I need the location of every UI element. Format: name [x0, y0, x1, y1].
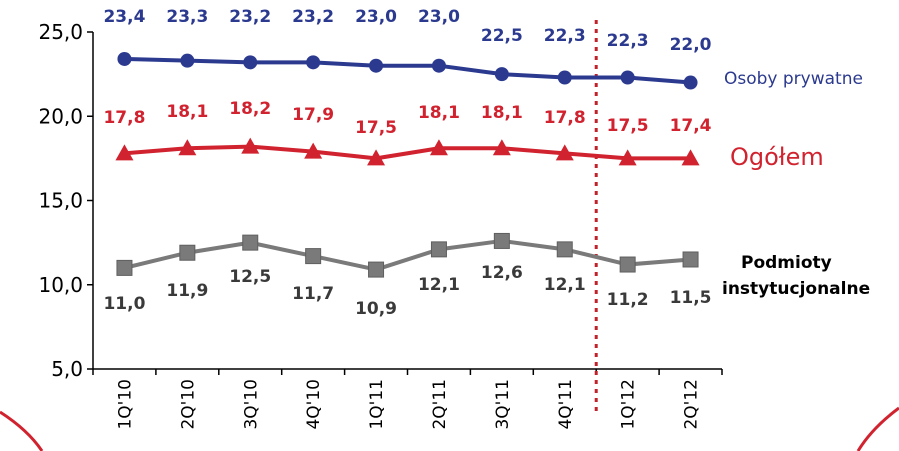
data-label: 22,5 [481, 26, 523, 46]
series-label-podmioty-instytucjonalne: instytucjonalne [722, 279, 870, 299]
x-tick-label: 2Q'12 [682, 379, 702, 430]
x-tick-label: 2Q'10 [178, 379, 198, 430]
data-point [618, 149, 637, 166]
data-point [620, 70, 635, 85]
data-label: 18,1 [166, 102, 208, 122]
data-label: 17,5 [607, 116, 649, 136]
data-point [681, 149, 700, 166]
y-tick-label: 15,0 [38, 189, 83, 213]
x-tick-label: 4Q'10 [304, 379, 324, 430]
data-label: 23,2 [292, 7, 334, 27]
series-line [123, 238, 691, 272]
data-point [557, 70, 572, 85]
y-tick-label: 10,0 [38, 273, 83, 297]
data-point [179, 244, 196, 261]
data-label: 11,2 [607, 290, 649, 310]
data-point [431, 58, 446, 73]
series-label-ogolem: Ogółem [730, 143, 824, 171]
data-point [116, 259, 133, 276]
data-point [367, 149, 386, 166]
data-label: 10,9 [355, 299, 397, 319]
data-point [369, 58, 384, 73]
data-point [556, 241, 573, 258]
data-label: 17,4 [670, 116, 712, 136]
y-tick-label: 5,0 [51, 357, 83, 381]
data-label: 22,3 [544, 26, 586, 46]
x-tick-label: 1Q'10 [115, 379, 135, 430]
data-label: 17,5 [355, 118, 397, 138]
data-point [492, 139, 511, 156]
x-tick-label: 3Q'10 [241, 379, 261, 430]
data-point [305, 248, 322, 265]
data-label: 23,3 [166, 7, 208, 27]
data-point [493, 232, 510, 249]
data-label: 11,7 [292, 284, 334, 304]
data-point [682, 251, 699, 268]
data-label: 22,3 [607, 31, 649, 51]
data-point [430, 241, 447, 258]
data-label: 12,5 [229, 267, 271, 287]
data-point [683, 75, 698, 90]
x-tick-label: 2Q'11 [430, 379, 450, 430]
data-point [494, 67, 509, 82]
data-point [242, 234, 259, 251]
data-label: 12,1 [544, 275, 586, 295]
y-tick-label: 20,0 [38, 104, 83, 128]
data-label: 17,8 [544, 108, 586, 128]
data-label: 18,2 [229, 99, 271, 119]
data-label: 12,1 [418, 275, 460, 295]
data-label: 11,9 [166, 281, 208, 301]
data-point [178, 139, 197, 156]
data-label: 11,0 [103, 294, 145, 314]
data-label: 12,6 [481, 263, 523, 283]
x-tick-label: 1Q'11 [367, 379, 387, 430]
series-layer [115, 51, 700, 278]
data-point [243, 55, 258, 70]
data-label: 23,0 [418, 7, 460, 27]
y-tick-label: 25,0 [38, 20, 83, 44]
data-label: 18,1 [481, 103, 523, 123]
data-label: 18,1 [418, 103, 460, 123]
data-point [619, 256, 636, 273]
data-point [368, 261, 385, 278]
data-point [429, 139, 448, 156]
x-tick-label: 4Q'11 [556, 379, 576, 430]
data-label: 23,2 [229, 7, 271, 27]
series-line [124, 144, 691, 161]
x-tick-label: 3Q'11 [493, 379, 513, 430]
data-point [304, 142, 323, 159]
data-point [180, 53, 195, 68]
series-legend: Osoby prywatne Ogółem Podmioty instytucjona… [722, 69, 870, 299]
data-label: 11,5 [670, 288, 712, 308]
decorative-arc-right [856, 406, 899, 451]
data-point [241, 137, 260, 154]
series-label-podmioty-instytucjonalne: Podmioty [741, 253, 832, 273]
data-label: 23,0 [355, 7, 397, 27]
data-label: 17,8 [103, 108, 145, 128]
data-label: 22,0 [670, 35, 712, 55]
data-point [115, 144, 134, 161]
data-labels: 23,4 23,3 23,2 23,2 23,0 23,0 22,5 22,3 22,3 22,0… [103, 7, 711, 319]
series-line [124, 56, 691, 85]
data-point [117, 51, 132, 66]
data-label: 23,4 [103, 7, 145, 27]
decorative-arc-left [0, 410, 44, 451]
axes: 5,0 10,0 15,0 20,0 25,0 1Q'10 2Q'10 3Q'10 4Q'10 1… [38, 20, 723, 430]
data-point [306, 55, 321, 70]
data-label: 17,9 [292, 105, 334, 125]
x-tick-label: 1Q'12 [619, 379, 639, 430]
data-point [555, 144, 574, 161]
series-label-osoby-prywatne: Osoby prywatne [724, 69, 863, 89]
